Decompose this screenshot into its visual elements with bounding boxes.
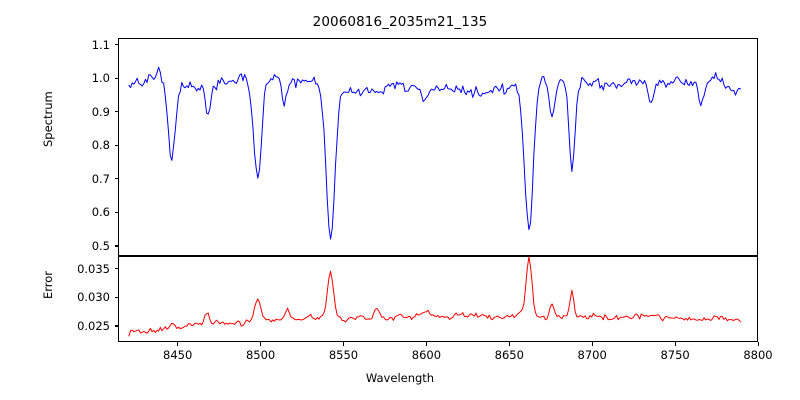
- x-tick-mark: [591, 342, 593, 346]
- spectrum-plot-area: [119, 39, 757, 255]
- x-tick-mark: [674, 342, 676, 346]
- y-tick-label: 0.6: [91, 205, 110, 220]
- x-tick-mark: [177, 342, 179, 346]
- y-tick-label: 0.030: [77, 290, 110, 305]
- x-tick-label: 8550: [328, 348, 359, 362]
- x-tick-label: 8750: [660, 348, 690, 362]
- error-axes: [118, 256, 758, 342]
- y-tick-label: 0.9: [91, 104, 110, 119]
- y-tick-label: 1.1: [91, 37, 110, 52]
- y-tick-mark: [114, 296, 118, 298]
- x-tick-label: 8450: [163, 348, 193, 362]
- y-tick-mark: [114, 178, 118, 180]
- y-tick-label: 0.035: [77, 261, 110, 276]
- spectrum-data-line: [129, 67, 741, 239]
- x-tick-label: 8700: [577, 348, 607, 362]
- x-tick-label: 8800: [743, 348, 773, 362]
- x-tick-mark: [260, 342, 262, 346]
- y-tick-mark: [114, 245, 118, 247]
- y-tick-label: 0.5: [91, 238, 110, 253]
- x-axis-label: Wavelength: [365, 371, 435, 385]
- y-tick-mark: [114, 144, 118, 146]
- y-tick-label: 0.025: [77, 318, 110, 333]
- spectrum-axes: [118, 38, 758, 256]
- x-tick-mark: [342, 342, 345, 346]
- error-plot-area: [119, 257, 757, 341]
- x-tick-mark: [757, 342, 759, 346]
- y-tick-label: 0.8: [91, 138, 110, 153]
- x-tick-mark: [508, 342, 510, 346]
- x-tick-label: 8650: [494, 348, 524, 362]
- x-tick-label: 8500: [245, 348, 276, 362]
- y-tick-mark: [114, 111, 118, 113]
- error-data-line: [129, 257, 741, 336]
- y-tick-label: 1.0: [91, 71, 110, 86]
- y-tick-mark: [114, 77, 118, 79]
- x-tick-mark: [425, 342, 427, 346]
- y-tick-mark: [114, 44, 118, 46]
- figure-title: 20060816_2035m21_135: [312, 14, 488, 30]
- y-tick-mark: [114, 268, 118, 270]
- y-tick-mark: [114, 325, 118, 327]
- y-tick-mark: [114, 211, 118, 213]
- x-tick-label: 8600: [411, 348, 442, 362]
- y-tick-label: 0.7: [91, 171, 110, 186]
